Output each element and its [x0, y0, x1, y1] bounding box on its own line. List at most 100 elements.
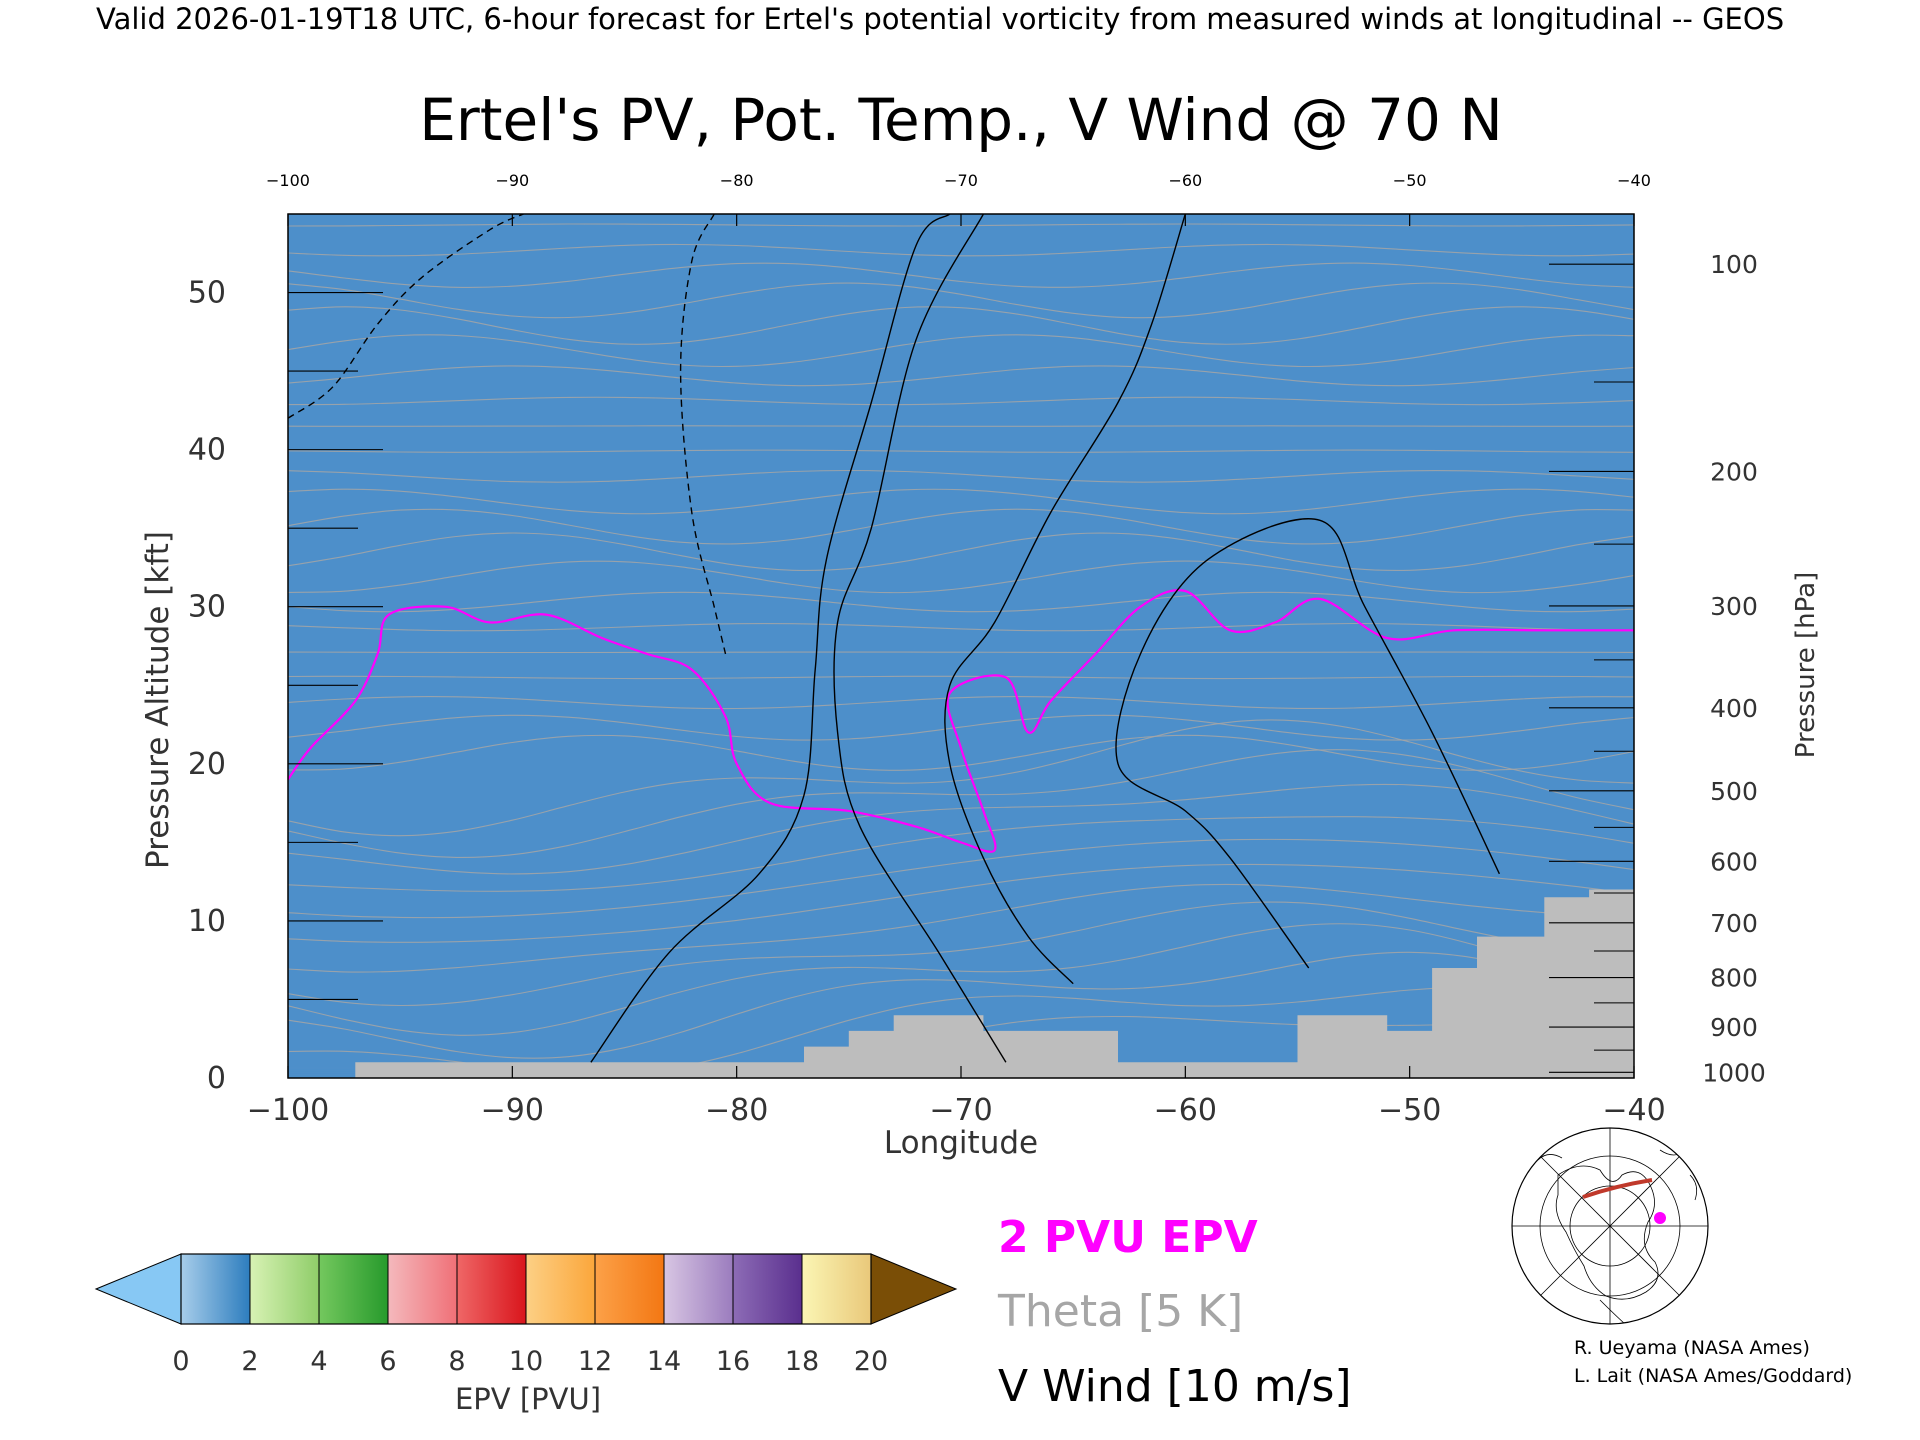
theta-line	[288, 734, 1634, 771]
v-wind-contours	[288, 214, 1501, 1063]
theta-line	[288, 783, 1634, 875]
colorbar-bin	[388, 1254, 457, 1324]
theta-line	[288, 488, 1634, 515]
x-tick-label: −60	[1154, 1093, 1217, 1128]
terrain-mask	[355, 889, 1634, 1078]
colorbar-tick-label: 18	[785, 1346, 819, 1377]
locator-map	[1511, 1127, 1709, 1325]
x-top-tick-label: −40	[1617, 171, 1651, 190]
page-header: Valid 2026-01-19T18 UTC, 6-hour forecast…	[96, 2, 1784, 36]
theta-line	[288, 883, 1634, 973]
colorbar-bin	[457, 1254, 526, 1324]
credit-2: L. Lait (NASA Ames/Goddard)	[1574, 1365, 1852, 1387]
map-coastline	[1555, 1165, 1659, 1300]
theta-line	[288, 365, 1634, 387]
pressure-tick-label: 600	[1710, 847, 1758, 876]
axes: −100 −100 −90 −90 −80 −80 −70 −70 −60 −60 −50 −50 −4…	[188, 171, 1766, 1128]
pv-field	[288, 214, 1634, 1078]
colorbar-bin	[250, 1254, 319, 1324]
pressure-tick-label: 500	[1710, 777, 1758, 806]
x-top-tick-label: −70	[944, 171, 978, 190]
pressure-tick-label: 400	[1710, 694, 1758, 723]
x-tick-label: −80	[705, 1093, 768, 1128]
pressure-tick-label: 200	[1710, 457, 1758, 486]
pressure-tick-label: 700	[1710, 909, 1758, 938]
colorbar-bin	[733, 1254, 802, 1324]
x-tick-label: −90	[481, 1093, 544, 1128]
theta-line	[288, 951, 1634, 1059]
theta-line	[288, 243, 1634, 257]
pv-layers	[288, 214, 1634, 1078]
terrain-fill	[355, 889, 1634, 1078]
colorbar-under-arrow	[94, 1253, 182, 1325]
pressure-tick-label: 1000	[1702, 1058, 1766, 1087]
colorbar: 0 2 4 6 8 10 12 14 16 18 20	[94, 1253, 958, 1377]
x-top-tick-label: −80	[720, 171, 754, 190]
x-tick-label: −100	[247, 1093, 329, 1128]
theta-line	[288, 334, 1634, 368]
theta-line	[288, 508, 1634, 545]
theta-line	[288, 262, 1634, 288]
colorbar-tick-label: 14	[647, 1346, 681, 1377]
colorbar-over-arrow	[870, 1253, 958, 1325]
theta-line	[288, 696, 1634, 710]
chart-title: Ertel's PV, Pot. Temp., V Wind @ 70 N	[419, 86, 1502, 154]
pressure-tick-label: 900	[1710, 1013, 1758, 1042]
v-wind-line	[944, 214, 1186, 985]
colorbar-tick-label: 2	[241, 1346, 258, 1377]
y2-axis-label: Pressure [hPa]	[1791, 572, 1821, 759]
theta-line	[288, 838, 1634, 919]
pv-2pvu-contour	[288, 589, 1634, 853]
colorbar-bin	[802, 1254, 871, 1324]
legend-theta: Theta [5 K]	[997, 1286, 1243, 1337]
credit-1: R. Ueyama (NASA Ames)	[1574, 1337, 1810, 1359]
y-axis-label: Pressure Altitude [kft]	[140, 531, 176, 869]
theta-line	[288, 396, 1634, 406]
v-wind-line	[833, 214, 1007, 1063]
x-tick-label: −70	[929, 1093, 992, 1128]
colorbar-bin	[664, 1254, 733, 1324]
colorbar-tick-label: 10	[509, 1346, 543, 1377]
colorbar-tick-label: 16	[716, 1346, 750, 1377]
x-top-tick-label: −50	[1393, 171, 1427, 190]
x-axis-label: Longitude	[884, 1125, 1038, 1161]
y-tick-label: 40	[188, 433, 226, 468]
colorbar-tick-label: 12	[578, 1346, 612, 1377]
colorbar-tick-label: 4	[310, 1346, 327, 1377]
pressure-tick-label: 100	[1710, 250, 1758, 279]
theta-line	[288, 282, 1634, 319]
theta-line	[288, 714, 1634, 741]
legend-wind: V Wind [10 m/s]	[998, 1361, 1352, 1412]
theta-line	[288, 923, 1634, 1036]
x-top-tick-label: −90	[495, 171, 529, 190]
x-top-tick-label: −60	[1168, 171, 1202, 190]
x-top-tick-label: −100	[266, 171, 310, 190]
theta-line	[288, 863, 1634, 943]
theta-line	[288, 306, 1634, 345]
colorbar-bin	[181, 1254, 250, 1324]
theta-line	[288, 622, 1634, 632]
theta-line	[288, 749, 1634, 859]
legend: 2 PVU EPV Theta [5 K] V Wind [10 m/s]	[997, 1212, 1352, 1412]
theta-line	[288, 560, 1634, 594]
v-wind-line	[1115, 518, 1501, 969]
theta-line	[288, 591, 1634, 613]
v-wind-line	[288, 214, 524, 419]
pressure-tick-label: 800	[1710, 964, 1758, 993]
theta-line	[288, 675, 1634, 680]
y-tick-label: 0	[207, 1061, 226, 1096]
colorbar-bin	[319, 1254, 388, 1324]
y-tick-label: 20	[188, 747, 226, 782]
pressure-tick-label: 300	[1710, 592, 1758, 621]
colorbar-frame	[180, 1253, 872, 1325]
theta-line	[288, 425, 1634, 427]
x-tick-label: −40	[1602, 1093, 1665, 1128]
plot-area: −100 −100 −90 −90 −80 −80 −70 −70 −60 −60 −50 −50 −4…	[188, 171, 1766, 1128]
theta-line	[288, 532, 1634, 572]
pv-layer-blue	[288, 214, 1634, 1078]
colorbar-tick-label: 0	[172, 1346, 189, 1377]
x-tick-label: −50	[1378, 1093, 1441, 1128]
theta-line	[288, 901, 1634, 1007]
map-track	[1582, 1178, 1653, 1199]
